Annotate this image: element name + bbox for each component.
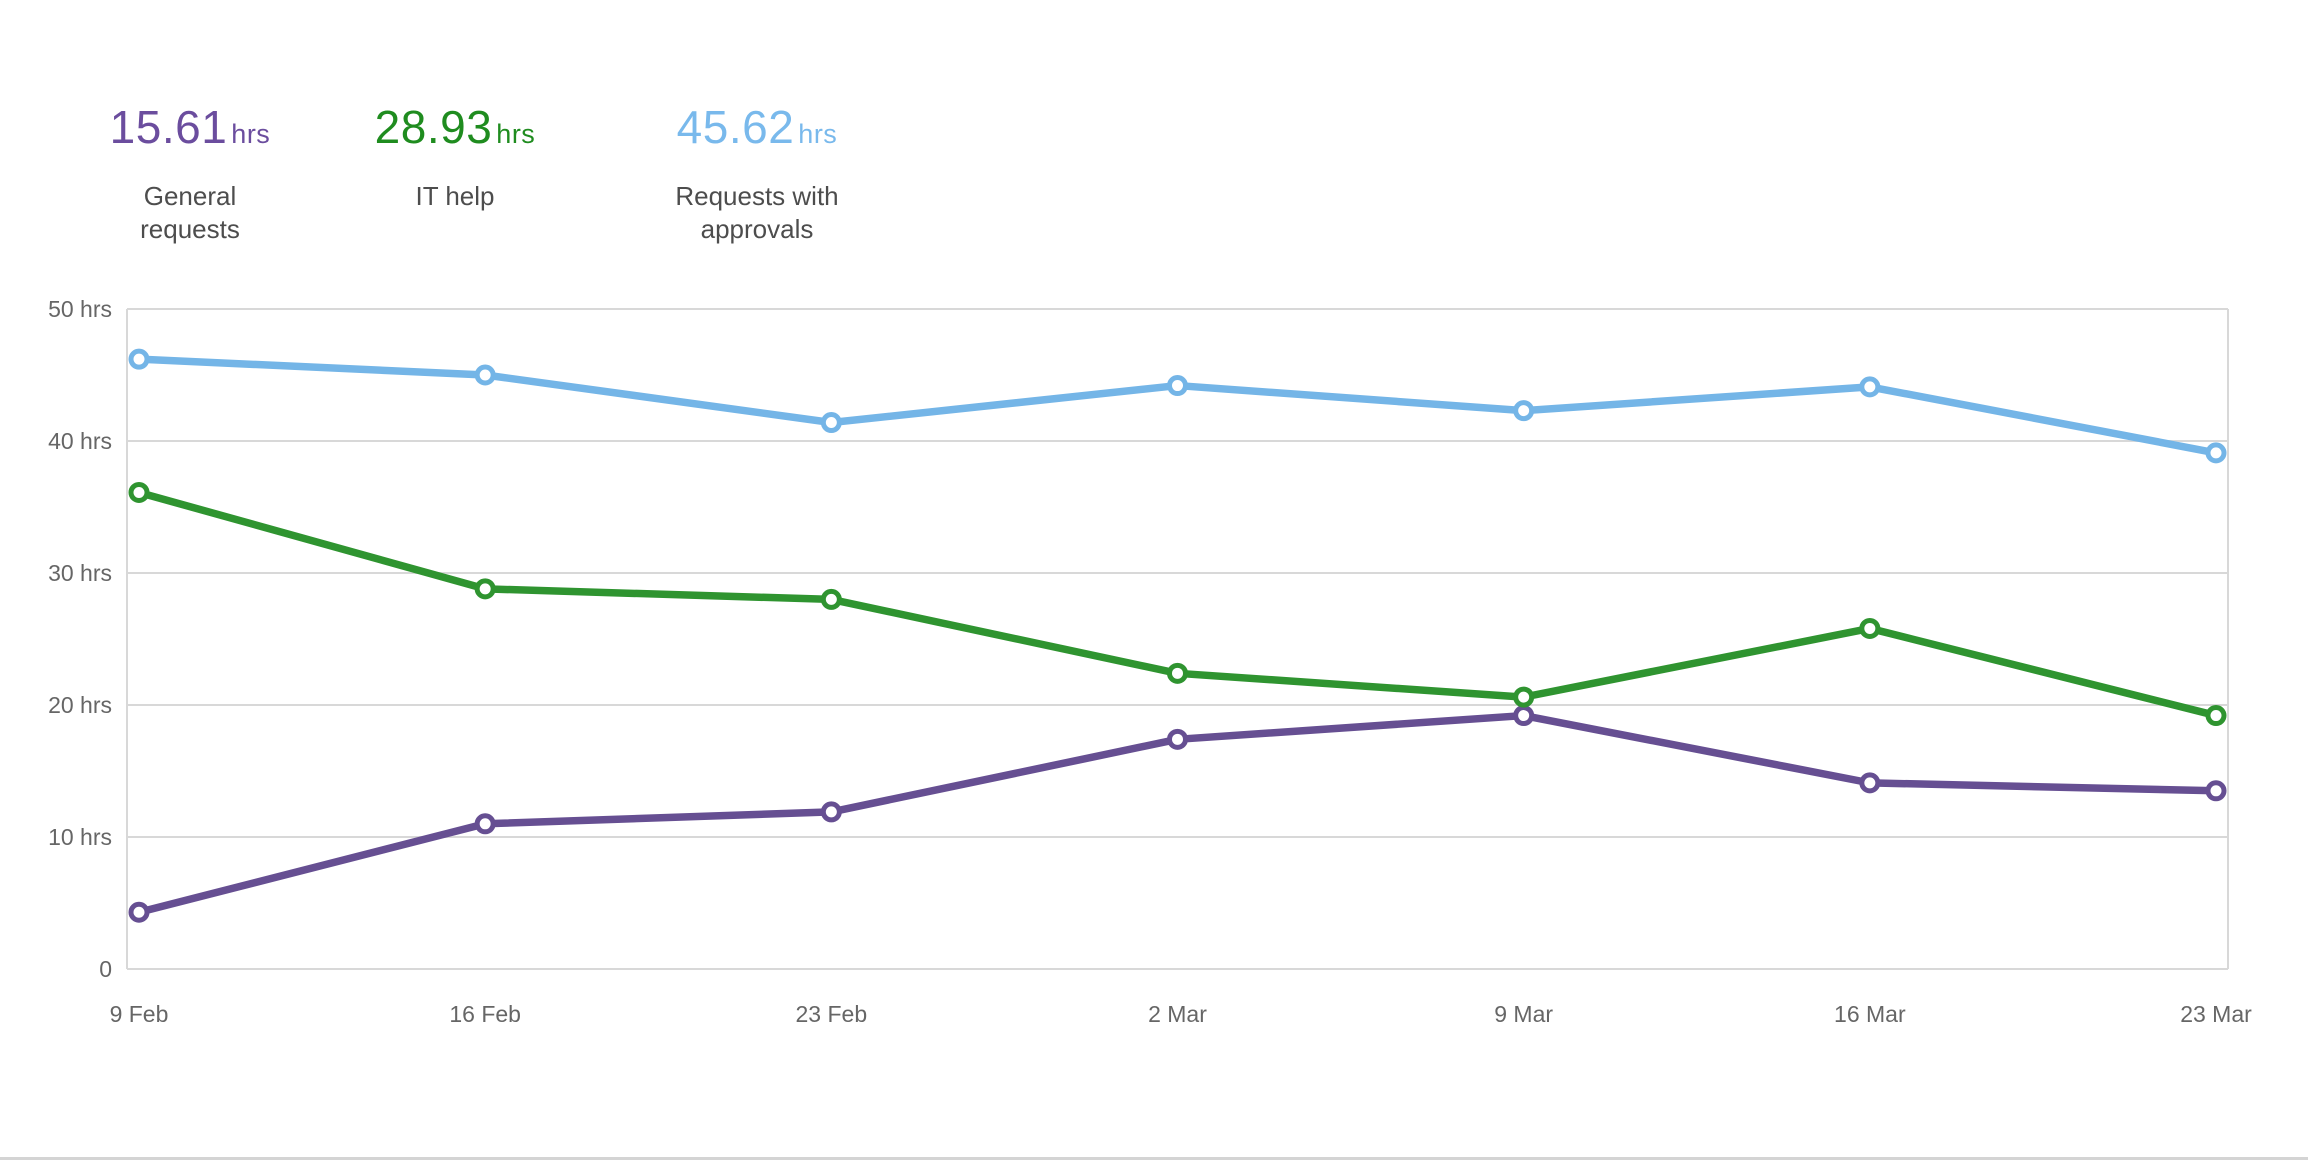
series-line-requests-with-approvals bbox=[135, 355, 2220, 457]
data-point-general-requests-23-feb[interactable] bbox=[820, 801, 842, 823]
data-point-requests-with-approvals-9-feb[interactable] bbox=[128, 348, 150, 370]
stat-unit: hrs bbox=[496, 119, 536, 149]
data-point-general-requests-16-mar[interactable] bbox=[1859, 772, 1881, 794]
stat-number: 45.62 bbox=[676, 101, 795, 153]
stat-general-requests: 15.61 hrs General requests bbox=[30, 100, 350, 246]
stat-label: IT help bbox=[415, 181, 495, 211]
stat-number: 28.93 bbox=[374, 101, 493, 153]
y-tick-label: 30 hrs bbox=[48, 560, 112, 586]
data-point-requests-with-approvals-16-feb[interactable] bbox=[474, 364, 496, 386]
summary-stats-row: 15.61 hrs General requests 28.93 hrs IT he… bbox=[0, 100, 1000, 270]
data-point-general-requests-9-mar[interactable] bbox=[1513, 705, 1535, 727]
x-tick-label: 9 Mar bbox=[1494, 1001, 1554, 1027]
data-point-general-requests-2-mar[interactable] bbox=[1167, 728, 1188, 750]
stat-number: 15.61 bbox=[109, 101, 228, 153]
data-point-it-help-9-feb[interactable] bbox=[128, 481, 150, 503]
x-tick-label: 16 Feb bbox=[449, 1001, 521, 1027]
data-point-requests-with-approvals-23-mar[interactable] bbox=[2205, 442, 2227, 464]
stat-unit: hrs bbox=[231, 119, 271, 149]
data-point-it-help-23-feb[interactable] bbox=[820, 588, 842, 610]
stat-value: 15.61 hrs bbox=[30, 100, 350, 154]
x-tick-label: 9 Feb bbox=[109, 1001, 169, 1027]
x-tick-label: 23 Mar bbox=[2180, 1001, 2252, 1027]
y-tick-label: 0 bbox=[99, 956, 112, 982]
stat-value: 28.93 hrs bbox=[295, 100, 615, 154]
stat-requests-with-approvals: 45.62 hrs Requests with approvals bbox=[597, 100, 917, 246]
data-point-requests-with-approvals-9-mar[interactable] bbox=[1513, 400, 1535, 422]
data-point-general-requests-16-feb[interactable] bbox=[474, 813, 496, 835]
data-point-general-requests-9-feb[interactable] bbox=[128, 901, 150, 923]
data-point-general-requests-23-mar[interactable] bbox=[2205, 780, 2227, 802]
stat-unit: hrs bbox=[798, 119, 838, 149]
data-point-requests-with-approvals-16-mar[interactable] bbox=[1859, 376, 1881, 398]
data-point-requests-with-approvals-2-mar[interactable] bbox=[1167, 375, 1188, 397]
data-point-it-help-23-mar[interactable] bbox=[2205, 705, 2227, 727]
data-point-it-help-9-mar[interactable] bbox=[1513, 686, 1535, 708]
stat-it-help: 28.93 hrs IT help bbox=[295, 100, 615, 213]
x-tick-label: 2 Mar bbox=[1148, 1001, 1207, 1027]
y-tick-label: 40 hrs bbox=[48, 428, 112, 454]
data-point-it-help-16-mar[interactable] bbox=[1859, 617, 1881, 639]
y-tick-label: 20 hrs bbox=[48, 692, 112, 718]
data-point-it-help-2-mar[interactable] bbox=[1167, 662, 1188, 684]
x-tick-label: 23 Feb bbox=[795, 1001, 868, 1027]
y-tick-label: 10 hrs bbox=[48, 824, 112, 850]
data-point-it-help-16-feb[interactable] bbox=[474, 578, 496, 600]
data-point-requests-with-approvals-23-feb[interactable] bbox=[820, 412, 842, 434]
x-tick-label: 16 Mar bbox=[1834, 1001, 1906, 1027]
y-tick-label: 50 hrs bbox=[48, 296, 112, 322]
stat-value: 45.62 hrs bbox=[597, 100, 917, 154]
stat-label: General requests bbox=[140, 181, 240, 244]
stat-label: Requests with approvals bbox=[675, 181, 839, 244]
